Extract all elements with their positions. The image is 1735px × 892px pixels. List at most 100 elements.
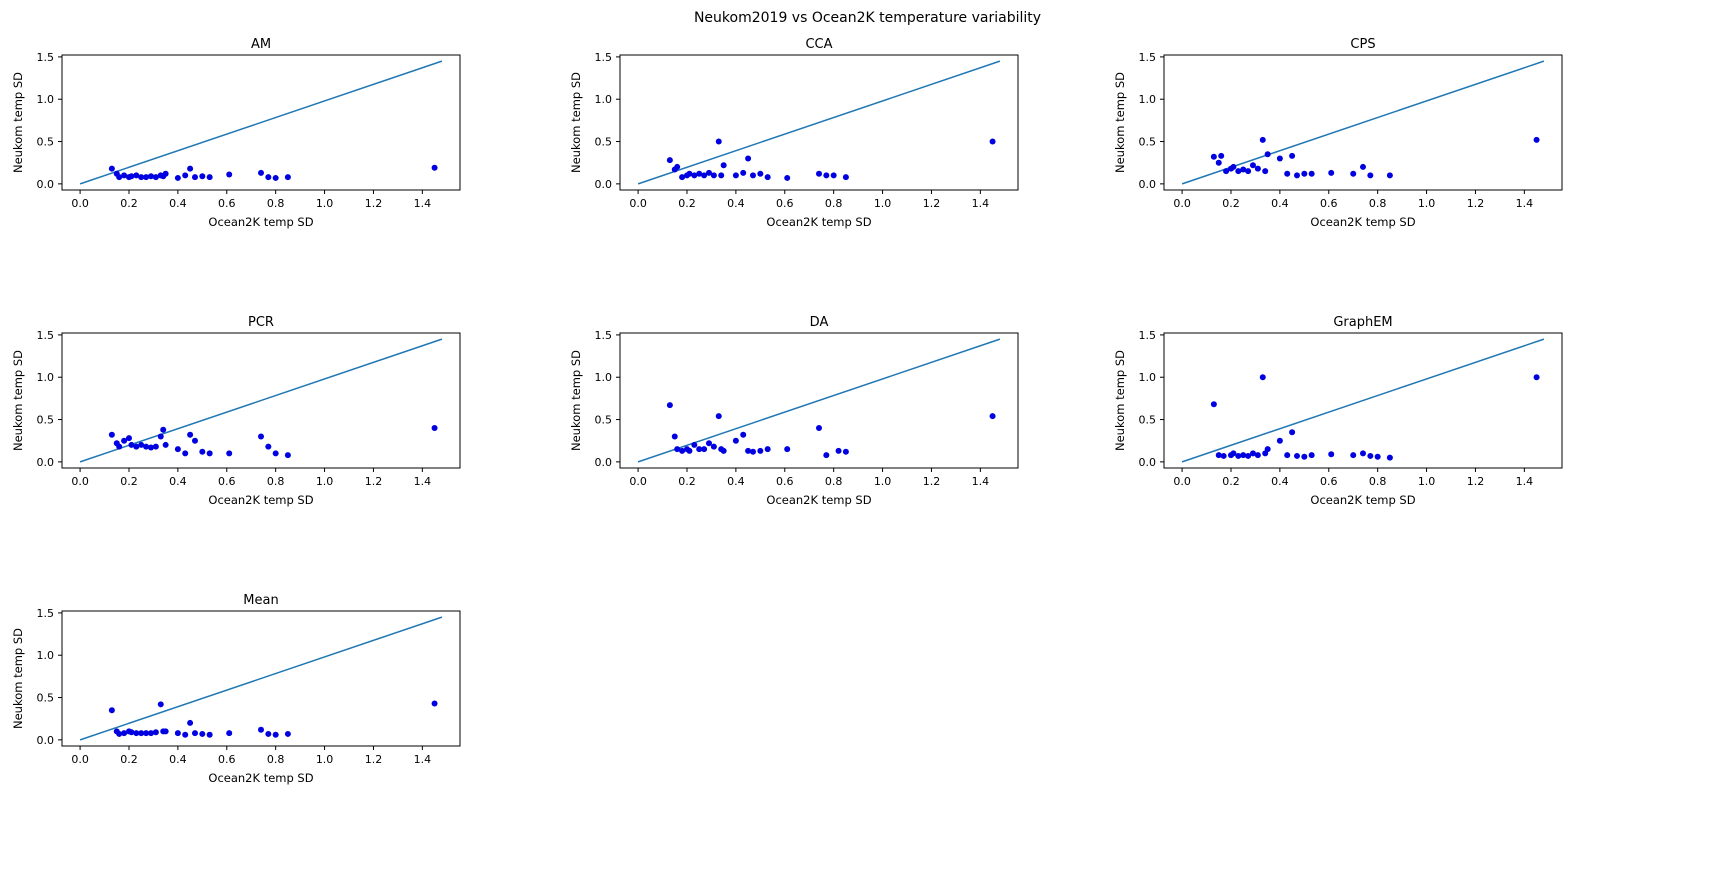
y-tick-label: 1.5 (1139, 51, 1157, 64)
data-point (108, 165, 115, 172)
data-point (143, 443, 150, 450)
data-point (147, 444, 154, 451)
x-tick-label: 0.6 (218, 475, 236, 488)
y-tick-label: 1.5 (37, 329, 55, 342)
y-axis-label: Neukom temp SD (569, 350, 583, 451)
y-axis-label: Neukom temp SD (11, 628, 25, 729)
plot-spines (1163, 332, 1563, 469)
data-point (128, 729, 135, 736)
data-point (265, 730, 272, 737)
data-point (784, 446, 791, 453)
x-tick-label: 1.2 (365, 753, 383, 766)
data-point (1533, 136, 1540, 143)
data-point (674, 163, 681, 170)
data-point (182, 450, 189, 457)
x-tick-label: 1.4 (414, 197, 432, 210)
data-point (784, 174, 791, 181)
data-point (740, 169, 747, 176)
data-point (138, 174, 145, 181)
x-tick-label: 0.0 (71, 475, 89, 488)
plot-spines (619, 54, 1019, 191)
identity-line (79, 338, 443, 463)
data-point (1262, 168, 1269, 175)
data-point (679, 447, 686, 454)
data-point (686, 170, 693, 177)
subplot-title: GraphEM (1333, 315, 1392, 330)
data-point (732, 172, 739, 179)
x-tick-label: 0.6 (1320, 197, 1338, 210)
data-point (265, 174, 272, 181)
data-point (710, 443, 717, 450)
data-point (1245, 452, 1252, 459)
y-axis-label: Neukom temp SD (11, 350, 25, 451)
identity-line (637, 60, 1001, 185)
x-axis-label: Ocean2K temp SD (1310, 493, 1415, 507)
identity-line (637, 338, 1001, 463)
subplot-svg-pcr: PCR 0.0 0.2 0.4 0.6 0.8 1.0 1.2 1.4 0.0 0.5 1.0 1.5 O… (11, 315, 461, 507)
x-tick-label: 1.0 (1418, 197, 1436, 210)
x-tick-label: 1.4 (414, 475, 432, 488)
y-tick-label: 1.5 (595, 51, 613, 64)
data-point (116, 443, 123, 450)
data-point (272, 731, 279, 738)
data-point (128, 173, 135, 180)
data-point (121, 437, 128, 444)
data-point (1293, 452, 1300, 459)
data-point (187, 719, 194, 726)
x-tick-label: 0.8 (267, 753, 285, 766)
subplot-title: AM (251, 37, 271, 52)
data-point (823, 452, 830, 459)
data-point (162, 441, 169, 448)
x-axis-label: Ocean2K temp SD (208, 493, 313, 507)
x-tick-label: 1.0 (1418, 475, 1436, 488)
data-point (1308, 170, 1315, 177)
data-point (679, 174, 686, 181)
subplot-title: Mean (243, 593, 278, 608)
data-point (206, 731, 213, 738)
x-tick-label: 0.6 (776, 475, 794, 488)
data-point (749, 172, 756, 179)
y-tick-label: 0.0 (37, 734, 55, 747)
data-point (187, 431, 194, 438)
data-point (199, 730, 206, 737)
x-tick-label: 0.0 (71, 197, 89, 210)
x-tick-label: 0.4 (169, 475, 187, 488)
data-point (182, 731, 189, 738)
data-point (1218, 152, 1225, 159)
data-point (701, 446, 708, 453)
y-tick-label: 1.5 (595, 329, 613, 342)
data-point (1220, 452, 1227, 459)
subplot-title: CCA (805, 37, 832, 52)
data-point (191, 174, 198, 181)
data-point (1254, 165, 1261, 172)
data-point (1245, 168, 1252, 175)
data-point (1367, 172, 1374, 179)
data-point (720, 162, 727, 169)
subplot-mean: Mean 0.0 0.2 0.4 0.6 0.8 1.0 1.2 1.4 0.0 0.5 1.0 1.5… (8, 591, 523, 805)
subplot-title: CPS (1350, 37, 1375, 52)
data-point (696, 446, 703, 453)
data-point (162, 728, 169, 735)
data-point (162, 170, 169, 177)
data-point (1249, 162, 1256, 169)
x-axis-label: Ocean2K temp SD (766, 493, 871, 507)
data-point (128, 441, 135, 448)
data-point (138, 441, 145, 448)
data-point (133, 730, 140, 737)
data-point (1215, 452, 1222, 459)
x-tick-label: 0.4 (169, 197, 187, 210)
x-tick-label: 1.2 (923, 475, 941, 488)
y-tick-label: 1.5 (1139, 329, 1157, 342)
data-point (174, 174, 181, 181)
x-tick-label: 1.2 (365, 197, 383, 210)
data-point (258, 169, 264, 176)
x-tick-label: 1.2 (1467, 197, 1485, 210)
data-point (745, 447, 752, 454)
data-point (152, 443, 159, 450)
x-tick-label: 0.0 (1173, 197, 1191, 210)
data-point (1284, 170, 1291, 177)
y-axis-label: Neukom temp SD (1113, 350, 1127, 451)
data-point (226, 450, 233, 457)
identity-line (79, 60, 443, 185)
